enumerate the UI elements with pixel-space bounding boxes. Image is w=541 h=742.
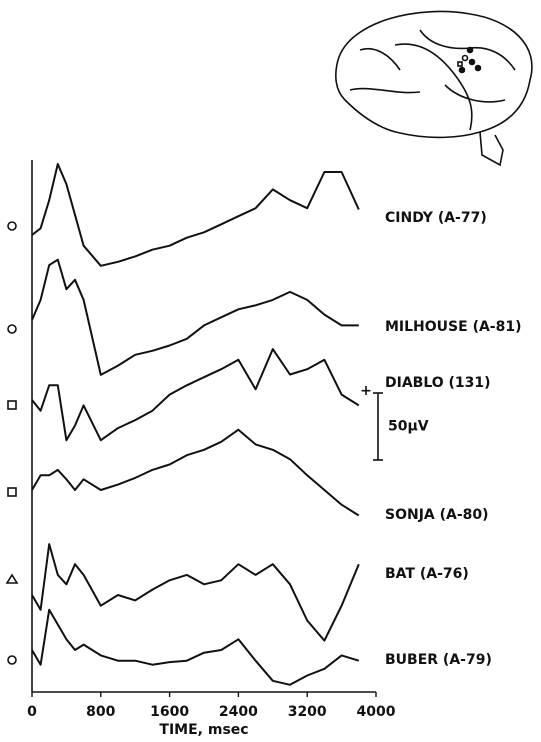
brain-drawing	[335, 10, 533, 167]
trace-label: SONJA (A-80)	[385, 507, 489, 523]
x-tick-label: 1600	[150, 704, 189, 720]
trace	[31, 258, 359, 376]
trace-label: MILHOUSE (A-81)	[385, 319, 522, 335]
trace	[31, 348, 360, 442]
trace	[31, 428, 360, 517]
x-tick-label: 3200	[288, 704, 327, 720]
x-tick-label: 2400	[219, 704, 258, 720]
trace	[31, 608, 360, 686]
trace	[31, 543, 360, 642]
scale-bar-sign: +	[360, 383, 372, 399]
x-tick-label: 4000	[357, 704, 396, 720]
x-tick-label: 800	[86, 704, 115, 720]
trace-label: DIABLO (131)	[385, 375, 491, 391]
trace-label: CINDY (A-77)	[385, 210, 487, 226]
row-symbols	[5, 221, 19, 665]
x-tick-label: 0	[27, 704, 37, 720]
x-axis-label: TIME, msec	[159, 722, 248, 738]
scale-bar-label: 50µV	[388, 419, 429, 435]
trace	[31, 163, 360, 267]
trace-label: BUBER (A-79)	[385, 652, 492, 668]
trace-label: BAT (A-76)	[385, 566, 469, 582]
